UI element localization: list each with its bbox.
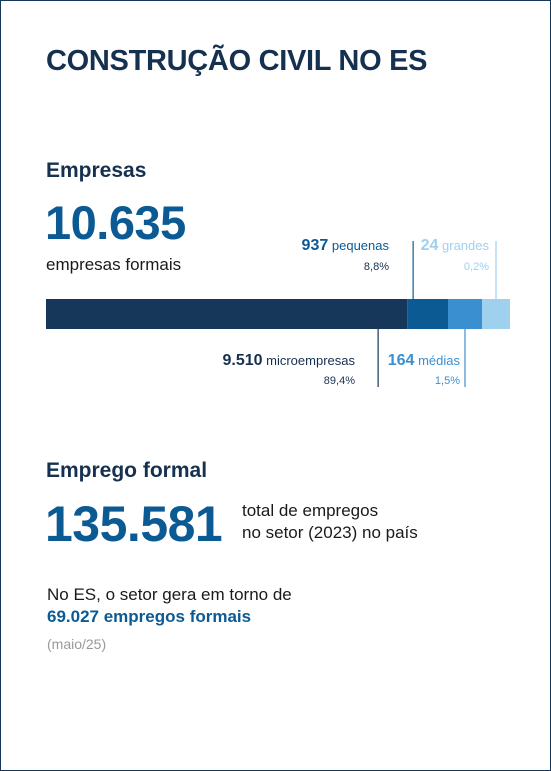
emprego-caption-line1: total de empregos xyxy=(242,501,379,520)
emprego-total: 135.581 xyxy=(45,496,223,552)
company-size-stacked-bar-chart xyxy=(46,241,510,387)
value-pequenas: 937 xyxy=(301,237,329,254)
es-text: No ES, o setor gera em torno de xyxy=(47,585,292,604)
emprego-heading: Emprego formal xyxy=(46,459,208,482)
percent-micro: 89,4% xyxy=(323,375,355,387)
percent-medias: 1,5% xyxy=(434,375,460,387)
label-pequenas: 937 pequenas xyxy=(302,237,389,255)
bar-segment-pequenas xyxy=(407,299,448,329)
label-medias: 164 médias xyxy=(388,352,460,370)
emprego-caption-line2: no setor (2023) no país xyxy=(242,523,418,542)
category-micro: microempresas xyxy=(266,353,355,368)
value-medias: 164 xyxy=(387,352,415,369)
page-title: CONSTRUÇÃO CIVIL NO ES xyxy=(46,45,428,77)
bar-segment-micro xyxy=(46,299,408,329)
category-grandes: grandes xyxy=(442,238,489,253)
percent-grandes: 0,2% xyxy=(463,261,489,273)
es-date: (maio/25) xyxy=(47,636,107,652)
label-micro: 9.510 microempresas xyxy=(222,352,355,370)
category-medias: médias xyxy=(418,353,460,368)
category-pequenas: pequenas xyxy=(331,238,389,253)
value-grandes: 24 xyxy=(420,237,439,254)
es-value: 69.027 empregos formais xyxy=(47,607,252,626)
empresas-caption: empresas formais xyxy=(46,255,182,274)
empresas-total: 10.635 xyxy=(45,196,186,249)
label-grandes: 24 grandes xyxy=(421,237,489,255)
empresas-heading: Empresas xyxy=(46,159,147,182)
bar-segment-medias xyxy=(448,299,482,329)
percent-pequenas: 8,8% xyxy=(363,261,389,273)
bar-segment-grandes xyxy=(482,299,510,329)
value-micro: 9.510 xyxy=(222,352,263,369)
